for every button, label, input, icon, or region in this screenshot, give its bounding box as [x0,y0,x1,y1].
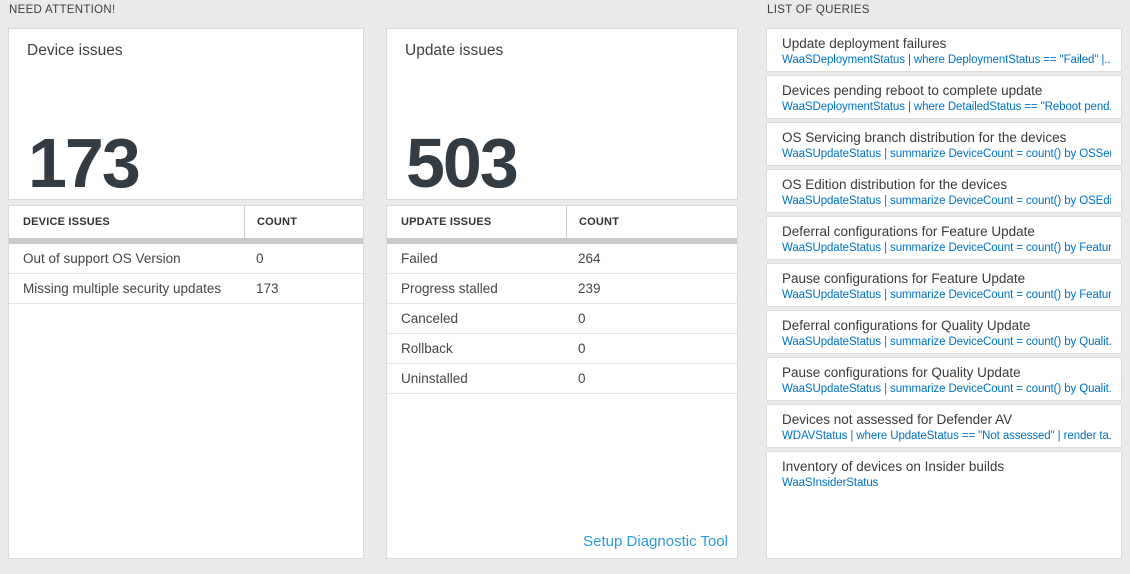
query-title: Pause configurations for Feature Update [782,271,1026,286]
query-title: Deferral configurations for Quality Upda… [782,318,1031,333]
row-label: Out of support OS Version [23,251,181,266]
list-of-queries-column: LIST OF QUERIES Update deployment failur… [766,0,1122,574]
row-count: 239 [578,281,601,296]
query-code: WaaSDeploymentStatus | where DeploymentS… [782,54,1111,66]
update-issues-table-card: UPDATE ISSUES COUNT Failed 264 Progress … [386,205,738,559]
query-tile[interactable]: Pause configurations for Quality Update … [766,357,1122,401]
query-tile[interactable]: OS Servicing branch distribution for the… [766,122,1122,166]
row-label: Failed [401,251,438,266]
device-issues-table-card: DEVICE ISSUES COUNT Out of support OS Ve… [8,205,364,559]
query-title: Inventory of devices on Insider builds [782,459,1005,474]
update-issues-table-header: UPDATE ISSUES COUNT [387,206,737,238]
row-count: 0 [578,311,586,326]
row-label: Canceled [401,311,459,326]
table-row[interactable]: Failed 264 [387,244,737,274]
device-issues-big-count: 173 [28,124,141,202]
row-label: Progress stalled [401,281,498,296]
table-header-bar [9,238,363,244]
query-code: WaaSUpdateStatus | summarize DeviceCount… [782,289,1111,301]
query-code: WaaSUpdateStatus | summarize DeviceCount… [782,148,1111,160]
table-row[interactable]: Canceled 0 [387,304,737,334]
query-tile[interactable]: Devices pending reboot to complete updat… [766,75,1122,119]
device-issues-card[interactable]: Device issues 173 [8,28,364,200]
query-tile[interactable]: Inventory of devices on Insider builds W… [766,451,1122,559]
query-tile[interactable]: Devices not assessed for Defender AV WDA… [766,404,1122,448]
row-label: Missing multiple security updates [23,281,222,296]
row-count: 0 [578,341,586,356]
query-title: OS Edition distribution for the devices [782,177,1008,192]
device-issues-card-title: Device issues [27,42,123,59]
update-count-column-header: COUNT [566,206,737,238]
device-count-column-header: COUNT [244,206,363,238]
list-of-queries-section-title: LIST OF QUERIES [767,4,870,16]
update-issues-card-title: Update issues [405,42,504,59]
row-count: 0 [256,251,264,266]
table-row[interactable]: Uninstalled 0 [387,364,737,394]
query-tile[interactable]: OS Edition distribution for the devices … [766,169,1122,213]
query-code: WaaSUpdateStatus | summarize DeviceCount… [782,195,1111,207]
update-issues-column-header: UPDATE ISSUES [401,216,492,228]
setup-diagnostic-tool-link[interactable]: Setup Diagnostic Tool [583,533,728,550]
query-tile[interactable]: Deferral configurations for Quality Upda… [766,310,1122,354]
query-title: Update deployment failures [782,36,947,51]
need-attention-update-column: Update issues 503 UPDATE ISSUES COUNT Fa… [386,0,738,574]
query-title: Deferral configurations for Feature Upda… [782,224,1035,239]
row-count: 173 [256,281,279,296]
query-tile[interactable]: Pause configurations for Feature Update … [766,263,1122,307]
update-issues-big-count: 503 [406,124,519,202]
query-tile[interactable]: Deferral configurations for Feature Upda… [766,216,1122,260]
query-title: Devices pending reboot to complete updat… [782,83,1043,98]
row-count: 264 [578,251,601,266]
update-issues-card[interactable]: Update issues 503 [386,28,738,200]
table-row[interactable]: Missing multiple security updates 173 [9,274,363,304]
query-code: WaaSInsiderStatus [782,477,879,489]
row-label: Uninstalled [401,371,468,386]
device-issues-table-header: DEVICE ISSUES COUNT [9,206,363,238]
need-attention-device-column: NEED ATTENTION! Device issues 173 DEVICE… [8,0,364,574]
query-code: WaaSUpdateStatus | summarize DeviceCount… [782,336,1111,348]
table-row[interactable]: Progress stalled 239 [387,274,737,304]
row-label: Rollback [401,341,453,356]
query-title: Devices not assessed for Defender AV [782,412,1013,427]
query-code: WaaSUpdateStatus | summarize DeviceCount… [782,383,1111,395]
row-count: 0 [578,371,586,386]
query-title: Pause configurations for Quality Update [782,365,1021,380]
query-list: Update deployment failures WaaSDeploymen… [766,28,1122,559]
query-title: OS Servicing branch distribution for the… [782,130,1067,145]
device-issues-column-header: DEVICE ISSUES [23,216,110,228]
table-row[interactable]: Out of support OS Version 0 [9,244,363,274]
query-code: WaaSUpdateStatus | summarize DeviceCount… [782,242,1111,254]
table-header-bar [387,238,737,244]
table-row[interactable]: Rollback 0 [387,334,737,364]
query-code: WDAVStatus | where UpdateStatus == "Not … [782,430,1111,442]
need-attention-section-title: NEED ATTENTION! [9,4,116,16]
query-code: WaaSDeploymentStatus | where DetailedSta… [782,101,1111,113]
query-tile[interactable]: Update deployment failures WaaSDeploymen… [766,28,1122,72]
